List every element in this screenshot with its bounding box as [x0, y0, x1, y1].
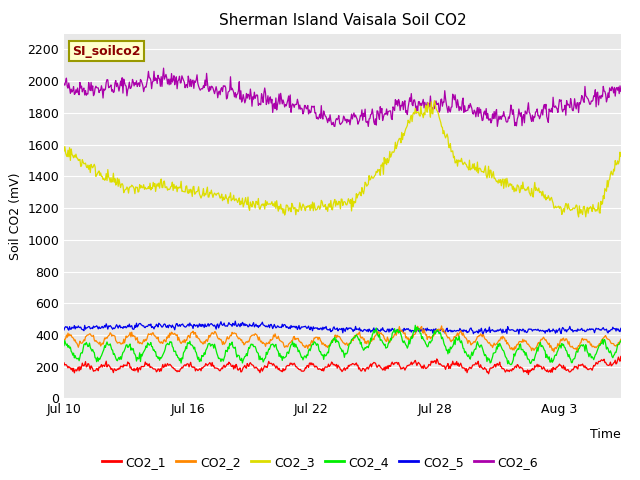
CO2_6: [237, 88, 244, 94]
CO2_4: [60, 343, 68, 348]
CO2_3: [563, 202, 570, 207]
CO2_1: [563, 368, 570, 373]
CO2_6: [617, 88, 625, 94]
CO2_2: [438, 323, 445, 329]
CO2_3: [494, 180, 502, 186]
CO2_2: [60, 336, 68, 342]
CO2_1: [493, 360, 501, 366]
CO2_3: [431, 98, 438, 104]
CO2_4: [564, 351, 572, 357]
CO2_5: [232, 318, 239, 324]
CO2_5: [617, 325, 625, 331]
Legend: CO2_1, CO2_2, CO2_3, CO2_4, CO2_5, CO2_6: CO2_1, CO2_2, CO2_3, CO2_4, CO2_5, CO2_6: [97, 451, 543, 474]
CO2_4: [427, 340, 435, 346]
CO2_3: [196, 193, 204, 199]
CO2_1: [617, 354, 625, 360]
CO2_6: [160, 65, 168, 71]
CO2_1: [196, 366, 204, 372]
CO2_4: [236, 357, 244, 362]
CO2_2: [217, 336, 225, 342]
Y-axis label: Soil CO2 (mV): Soil CO2 (mV): [9, 172, 22, 260]
CO2_6: [197, 86, 205, 92]
CO2_3: [60, 148, 68, 154]
Line: CO2_1: CO2_1: [64, 357, 621, 374]
CO2_2: [564, 338, 572, 344]
CO2_4: [196, 356, 204, 362]
CO2_5: [196, 324, 204, 329]
CO2_4: [494, 341, 502, 347]
CO2_2: [236, 336, 244, 342]
CO2_6: [495, 113, 503, 119]
CO2_2: [617, 336, 625, 342]
CO2_2: [550, 349, 557, 355]
Line: CO2_4: CO2_4: [64, 325, 621, 365]
Line: CO2_5: CO2_5: [64, 321, 621, 335]
CO2_4: [217, 359, 225, 364]
CO2_6: [564, 102, 572, 108]
CO2_6: [60, 81, 68, 87]
Text: SI_soilco2: SI_soilco2: [72, 45, 141, 58]
CO2_5: [564, 327, 572, 333]
CO2_5: [60, 327, 68, 333]
CO2_3: [217, 194, 225, 200]
CO2_5: [495, 327, 503, 333]
CO2_3: [236, 202, 244, 208]
CO2_4: [507, 362, 515, 368]
CO2_5: [237, 321, 244, 326]
CO2_3: [426, 108, 433, 113]
Title: Sherman Island Vaisala Soil CO2: Sherman Island Vaisala Soil CO2: [219, 13, 466, 28]
Line: CO2_6: CO2_6: [64, 68, 621, 126]
CO2_2: [494, 339, 502, 345]
CO2_1: [426, 362, 433, 368]
CO2_1: [525, 372, 532, 377]
CO2_3: [617, 153, 625, 159]
Line: CO2_3: CO2_3: [64, 101, 621, 217]
CO2_1: [236, 365, 244, 371]
CO2_5: [479, 332, 487, 337]
CO2_6: [218, 85, 225, 91]
CO2_6: [428, 103, 435, 108]
CO2_2: [196, 338, 204, 344]
CO2_5: [217, 319, 225, 324]
CO2_6: [364, 123, 372, 129]
CO2_1: [60, 360, 68, 366]
CO2_4: [617, 338, 625, 344]
CO2_3: [575, 214, 582, 220]
CO2_4: [412, 323, 419, 328]
Line: CO2_2: CO2_2: [64, 326, 621, 352]
CO2_2: [426, 334, 433, 339]
Text: Time: Time: [590, 428, 621, 441]
CO2_1: [217, 366, 225, 372]
CO2_5: [427, 328, 435, 334]
